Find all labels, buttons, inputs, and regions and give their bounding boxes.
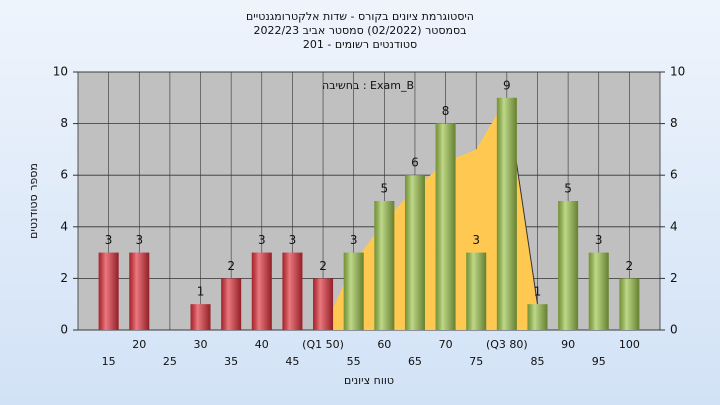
data-label: 3	[135, 233, 143, 247]
bar-shade	[435, 123, 456, 330]
data-label: 3	[595, 233, 603, 247]
x-tick-label: 90	[561, 338, 575, 351]
data-label: 2	[626, 259, 634, 273]
data-label: 3	[105, 233, 113, 247]
x-tick-label: 70	[439, 338, 453, 351]
y2-tick-label: 4	[670, 219, 678, 233]
x-tick-label: 25	[163, 355, 177, 368]
bar-shade	[98, 252, 119, 330]
x-axis-label: טווח ציונים	[344, 374, 394, 387]
y2-tick-label: 6	[670, 168, 678, 182]
x-tick-label: 35	[224, 355, 238, 368]
bar-shade	[404, 175, 425, 330]
bar-shade	[129, 252, 150, 330]
x-tick-label: 20	[132, 338, 146, 351]
bar-shade	[190, 304, 211, 330]
data-label: 2	[319, 259, 327, 273]
data-label: 5	[564, 182, 572, 196]
bar-shade	[221, 278, 242, 330]
chart-subtitle: סטודנטים רשומים - 201	[303, 38, 417, 51]
data-label: 3	[472, 233, 480, 247]
data-label: 3	[258, 233, 266, 247]
bar-shade	[496, 97, 517, 330]
bar-shade	[527, 304, 548, 330]
bar-shade	[251, 252, 272, 330]
data-label: 6	[411, 156, 419, 170]
y-tick-label: 10	[53, 65, 68, 79]
chart-title: היסטוגרמת ציונים בקורס - שדות אלקטרומגנט…	[246, 10, 474, 23]
x-tick-label: 95	[592, 355, 606, 368]
bar-shade	[588, 252, 609, 330]
x-tick-label: 30	[194, 338, 208, 351]
data-label: 1	[197, 285, 205, 299]
y-tick-label: 4	[60, 219, 68, 233]
bar-shade	[313, 278, 334, 330]
y-tick-label: 8	[60, 116, 68, 130]
x-tick-label: (Q3 80)	[486, 338, 528, 351]
x-tick-label: 55	[347, 355, 361, 368]
data-label: 8	[442, 104, 450, 118]
data-label: 2	[227, 259, 235, 273]
data-label: 9	[503, 78, 511, 92]
y-tick-label: 0	[60, 323, 68, 337]
y2-tick-label: 2	[670, 271, 678, 285]
x-tick-label: 100	[619, 338, 640, 351]
x-tick-label: 40	[255, 338, 269, 351]
data-label: 5	[380, 182, 388, 196]
y-tick-label: 2	[60, 271, 68, 285]
bar-shade	[619, 278, 640, 330]
bar-shade	[558, 201, 579, 330]
bar-shade	[343, 252, 364, 330]
bar-shade	[466, 252, 487, 330]
y-tick-label: 6	[60, 168, 68, 182]
y2-tick-label: 0	[670, 323, 678, 337]
x-tick-label: (Q1 50)	[302, 338, 344, 351]
x-tick-label: 60	[377, 338, 391, 351]
data-label: 1	[534, 285, 542, 299]
bar-shade	[374, 201, 395, 330]
x-tick-label: 65	[408, 355, 422, 368]
x-tick-label: 15	[102, 355, 116, 368]
chart-subtitle: בסמסטר (02/2022) סמסטר אביב 2022/23	[253, 24, 466, 37]
data-label: 3	[350, 233, 358, 247]
y-axis-label: מספר סטודנטים	[27, 163, 40, 239]
y2-tick-label: 10	[670, 65, 685, 79]
bar-shade	[282, 252, 303, 330]
x-tick-label: 45	[285, 355, 299, 368]
x-tick-label: 75	[469, 355, 483, 368]
annotation: בחשיבה : Exam_B	[322, 79, 414, 92]
y2-tick-label: 8	[670, 116, 678, 130]
data-label: 3	[289, 233, 297, 247]
x-tick-label: 85	[530, 355, 544, 368]
